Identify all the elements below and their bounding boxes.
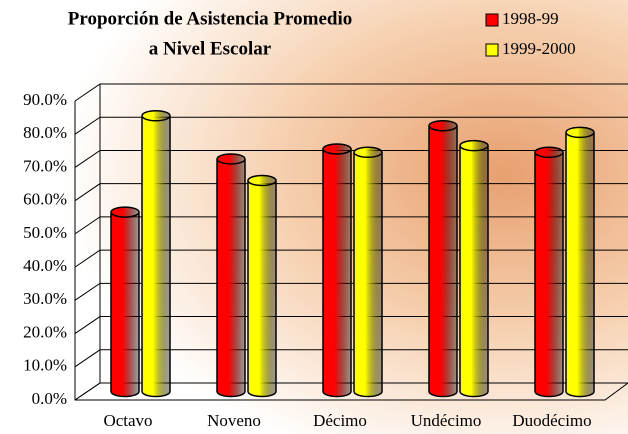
bar xyxy=(141,110,171,398)
x-tick-label: Undécimo xyxy=(411,411,482,430)
bar xyxy=(353,146,383,398)
bar xyxy=(428,119,458,398)
bar xyxy=(110,206,140,398)
grid-line xyxy=(74,83,628,102)
x-tick-label: Duodécimo xyxy=(512,411,591,430)
legend-label: 1998-99 xyxy=(502,9,559,28)
y-tick-label: 90.0% xyxy=(23,90,67,109)
bar xyxy=(565,126,595,398)
bar xyxy=(216,153,246,398)
y-tick-label: 60.0% xyxy=(23,190,67,209)
y-tick-label: 10.0% xyxy=(23,356,67,375)
y-tick-label: 50.0% xyxy=(23,223,67,242)
x-tick-label: Décimo xyxy=(313,411,367,430)
bar xyxy=(247,174,277,398)
bar xyxy=(534,146,564,398)
legend-swatch xyxy=(485,43,499,57)
bar xyxy=(322,143,352,398)
x-tick-label: Octavo xyxy=(103,411,152,430)
chart-title: Proporción de Asistencia Promedio xyxy=(68,8,352,29)
y-tick-label: 0.0% xyxy=(32,389,67,408)
y-tick-label: 20.0% xyxy=(23,322,67,341)
legend-swatch xyxy=(485,13,499,27)
y-tick-label: 40.0% xyxy=(23,256,67,275)
y-tick-label: 80.0% xyxy=(23,123,67,142)
y-tick-label: 30.0% xyxy=(23,289,67,308)
chart-title: a Nivel Escolar xyxy=(149,38,272,59)
bar xyxy=(459,139,489,398)
legend-label: 1999-2000 xyxy=(502,39,576,58)
grid-line xyxy=(74,116,628,135)
y-tick-label: 70.0% xyxy=(23,156,67,175)
x-tick-label: Noveno xyxy=(207,411,261,430)
